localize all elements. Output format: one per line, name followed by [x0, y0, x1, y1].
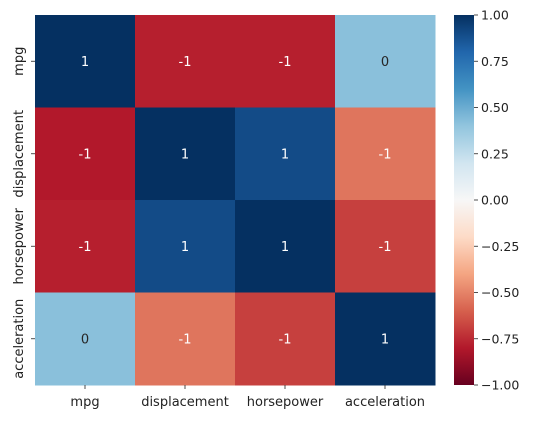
colorbar-tick-label: 0.25 — [481, 146, 509, 161]
colorbar-gradient — [454, 15, 474, 385]
heatmap-cell — [135, 292, 236, 386]
colorbar-tick-label: −0.50 — [481, 285, 519, 300]
x-tick-label: displacement — [141, 395, 229, 410]
colorbar-tick-label: 1.00 — [481, 8, 509, 23]
heatmap-cell — [235, 292, 336, 386]
heatmap-cell — [35, 200, 136, 293]
colorbar: 1.00 0.75 0.50 0.25 0.00 −0.25 −0.50 −0.75 −1.00 — [454, 8, 519, 393]
heatmap-cell — [335, 15, 436, 108]
heatmap-cell — [335, 292, 436, 386]
cell-annotation: -1 — [179, 332, 192, 347]
heatmap-cell — [235, 15, 336, 108]
colorbar-tick-label: −0.75 — [481, 331, 519, 346]
y-tick-label: displacement — [12, 110, 27, 198]
cell-annotation: -1 — [179, 55, 192, 70]
heatmap-cell — [35, 292, 136, 386]
cell-annotation: 1 — [81, 55, 89, 70]
cell-annotation: -1 — [279, 332, 292, 347]
y-tick-label: acceleration — [12, 299, 27, 379]
cell-annotation: 1 — [181, 147, 189, 162]
cell-annotations: 1 -1 -1 0 -1 1 1 -1 -1 1 1 -1 0 -1 -1 1 — [79, 55, 392, 348]
y-tick-label: mpg — [12, 47, 27, 76]
heatmap-cells — [35, 15, 436, 386]
x-tick-label: horsepower — [247, 395, 324, 410]
y-tick-label: horsepower — [12, 207, 27, 284]
heatmap-cell — [335, 107, 436, 201]
cell-annotation: 1 — [281, 240, 289, 255]
cell-annotation: 1 — [181, 240, 189, 255]
x-tick-label: mpg — [70, 395, 99, 410]
heatmap-cell — [135, 200, 236, 293]
heatmap-cell — [35, 15, 136, 108]
colorbar-tick-label: 0.75 — [481, 54, 509, 69]
heatmap-cell — [135, 15, 236, 108]
cell-annotation: 1 — [281, 147, 289, 162]
cell-annotation: -1 — [79, 147, 92, 162]
x-tick-labels: mpg displacement horsepower acceleration — [70, 385, 425, 410]
x-tick-label: acceleration — [345, 395, 425, 410]
colorbar-tick-label: −1.00 — [481, 378, 519, 393]
cell-annotation: -1 — [379, 240, 392, 255]
heatmap-cell — [235, 200, 336, 293]
heatmap-cell — [35, 107, 136, 201]
y-tick-labels: mpg displacement horsepower acceleration — [12, 47, 35, 379]
colorbar-tick-label: −0.25 — [481, 239, 519, 254]
heatmap-cell — [135, 107, 236, 201]
cell-annotation: -1 — [279, 55, 292, 70]
cell-annotation: 1 — [381, 332, 389, 347]
cell-annotation: 0 — [381, 55, 389, 70]
cell-annotation: -1 — [379, 147, 392, 162]
colorbar-tick-label: 0.00 — [481, 193, 509, 208]
colorbar-tick-label: 0.50 — [481, 100, 509, 115]
cell-annotation: -1 — [79, 240, 92, 255]
cell-annotation: 0 — [81, 332, 89, 347]
heatmap-cell — [235, 107, 336, 201]
heatmap-cell — [335, 200, 436, 293]
